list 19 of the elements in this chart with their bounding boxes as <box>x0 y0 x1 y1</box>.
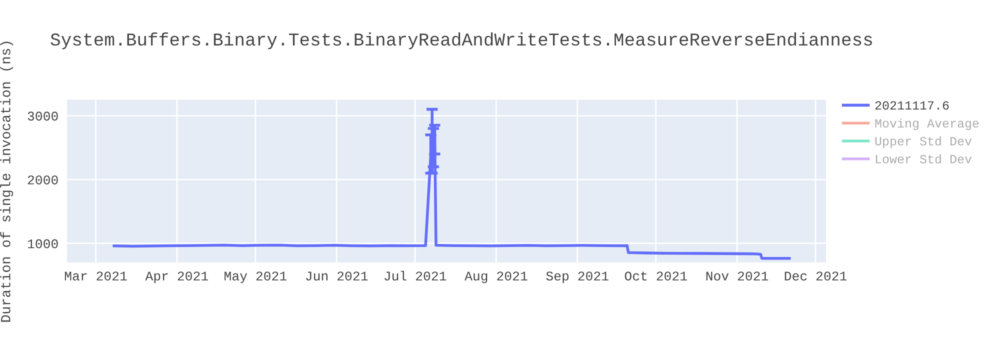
x-tick-label: Sep 2021 <box>546 272 608 284</box>
x-tick-label: Aug 2021 <box>464 272 528 284</box>
legend-label: Moving Average <box>875 118 979 130</box>
y-tick-label: 2000 <box>28 175 58 184</box>
x-tick-label: May 2021 <box>224 272 286 284</box>
y-tick-label: 3000 <box>28 112 58 121</box>
y-tick-label: 1000 <box>28 239 58 248</box>
x-tick-label: Oct 2021 <box>624 272 687 281</box>
x-tick-label: Mar 2021 <box>64 272 127 281</box>
y-axis-title: Duration of single invocation (ns) <box>0 42 14 322</box>
legend-label: Lower Std Dev <box>876 154 972 164</box>
legend-label: Upper Std Dev <box>875 136 972 148</box>
chart-title: System.Buffers.Binary.Tests.BinaryReadAndWriteTests.MeasureReverseEndianness <box>50 32 872 50</box>
x-tick-label: Jun 2021 <box>306 272 368 281</box>
x-tick-label: Nov 2021 <box>706 272 768 281</box>
x-tick-label: Dec 2021 <box>784 272 847 281</box>
legend-label: 20211117.6 <box>875 101 949 110</box>
x-tick-label: Jul 2021 <box>384 270 446 281</box>
x-tick-label: Apr 2021 <box>145 272 208 284</box>
